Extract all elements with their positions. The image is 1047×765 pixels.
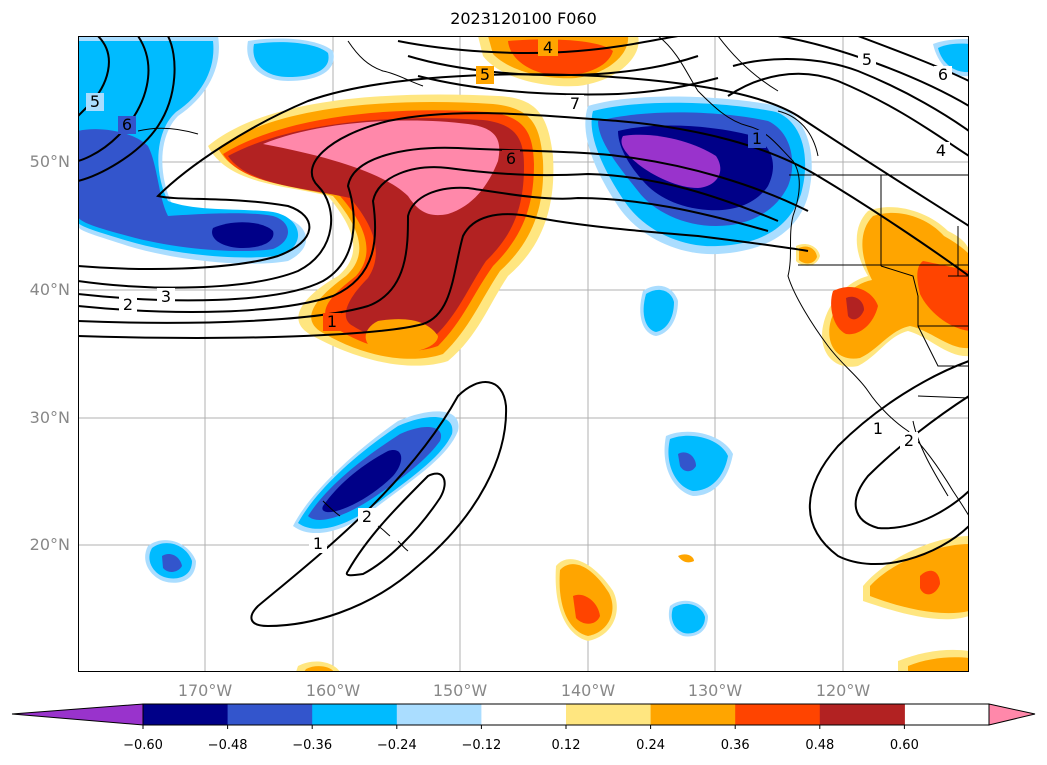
map-panel: 4 5 7 6 5 6 6 5 4 3 2 [78,36,969,672]
colorbar-tick-label-6: 0.24 [636,738,666,753]
colorbar-cell-8 [735,704,821,725]
contour-label-1-south: 1 [313,534,323,553]
lon-label-160w: 160°W [305,681,361,700]
colorbar-cell-9 [819,704,905,725]
contour-label-2-southeast: 2 [904,431,914,450]
contour-label-5-west: 5 [90,92,100,111]
lon-label-150w: 150°W [432,681,488,700]
colorbar-tick-label-8: 0.48 [805,738,835,753]
contour-label-6-northeast: 6 [938,65,948,84]
contour-label-1: 1 [327,312,337,331]
colorbar-cells [12,704,1035,725]
lat-label-40n: 40°N [29,280,70,299]
contour-label-2-south: 2 [362,507,372,526]
lon-label-130w: 130°W [687,681,743,700]
colorbar-tick-label-2: −0.36 [292,738,333,753]
colorbar-tick-label-5: 0.12 [551,738,581,753]
contour-label-6-west: 6 [122,115,132,134]
colorbar-cell-5 [481,704,567,725]
map-title: 2023120100 F060 [450,9,597,28]
contour-label-1-northeast: 1 [752,129,762,148]
lon-label-170w: 170°W [177,681,233,700]
contour-label-5-northeast: 5 [862,50,872,69]
coastlines [137,36,969,552]
contour-label-4-east: 4 [936,141,946,160]
contour-label-6-central: 6 [506,149,516,168]
contour-label-5-north: 5 [480,65,490,84]
contour-label-1-southeast: 1 [873,419,883,438]
colorbar-cell-4 [396,704,482,725]
contour-label-3: 3 [161,287,171,306]
lon-label-140w: 140°W [560,681,616,700]
contour-label-4-north: 4 [543,38,553,57]
lat-label-50n: 50°N [29,152,70,171]
map-frame [78,36,969,672]
contour-label-7: 7 [570,94,580,113]
colorbar-cell-1 [143,704,229,725]
contour-labels: 4 5 7 6 5 6 6 5 4 3 2 [86,38,952,553]
lat-label-20n: 20°N [29,535,70,554]
colorbar-cell-0 [12,704,143,725]
negative-anomaly-south [145,38,969,637]
colorbar-cell-6 [566,704,652,725]
lat-label-30n: 30°N [29,408,70,427]
colorbar-tick-label-0: −0.60 [123,738,163,753]
weather-map: 4 5 7 6 5 6 6 5 4 3 2 [78,36,969,672]
colorbar-tick-label-7: 0.36 [720,738,750,753]
colorbar-tick-label-1: −0.48 [207,738,248,753]
contour-label-2: 2 [123,295,133,314]
height-contours [78,36,969,628]
negative-anomaly-west [78,36,334,264]
positive-anomaly-east [296,207,969,672]
colorbar-tick-label-4: −0.12 [461,738,502,753]
colorbar-tick-label-9: 0.60 [889,738,919,753]
colorbar [11,703,1036,729]
colorbar-cell-7 [650,704,736,725]
colorbar-cell-10 [989,704,1035,725]
colorbar-tick-label-3: −0.24 [376,738,417,753]
colorbar-cell-2 [227,704,313,725]
lon-label-120w: 120°W [815,681,871,700]
colorbar-cell-3 [312,704,398,725]
